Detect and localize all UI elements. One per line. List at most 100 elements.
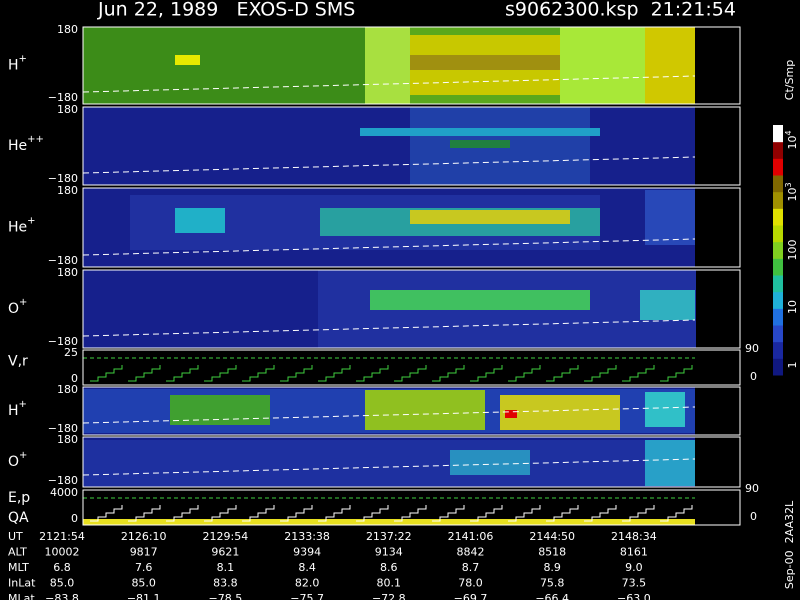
table-cell: 8518: [538, 546, 566, 559]
table-cell: 75.8: [540, 577, 565, 590]
spectrogram-cell: [500, 395, 620, 430]
panel-frame: [82, 349, 741, 386]
dashed-line: [82, 75, 696, 93]
table-cell: 2148:34: [611, 530, 657, 543]
table-cell: −75.7: [290, 592, 324, 600]
y-top-label: 180: [57, 433, 78, 446]
right-top-label: 90: [745, 482, 759, 495]
table-cell: −78.5: [209, 592, 243, 600]
charge: +: [19, 297, 27, 308]
table-cell: 85.0: [131, 577, 156, 590]
base: 10: [786, 136, 799, 150]
panel-frame: [82, 26, 741, 105]
panel-frame: [82, 386, 741, 436]
row-header: InLat: [8, 577, 36, 590]
table-cell: −66.4: [535, 592, 569, 600]
ion: O: [8, 301, 19, 317]
y-top-label: 4000: [50, 486, 78, 499]
colorbar-label: 103: [784, 182, 800, 201]
spectrogram-cell: [450, 140, 510, 148]
spectrogram-cell: [505, 410, 517, 418]
table-cell: 8.4: [298, 561, 316, 574]
ion: He: [8, 138, 27, 154]
table-cell: 9621: [211, 546, 239, 559]
title: Jun 22, 1989 EXOS-D SMS: [97, 0, 355, 21]
dashed-line: [82, 238, 696, 256]
table-cell: 85.0: [50, 577, 75, 590]
dashed-line: [82, 458, 696, 476]
spectrogram-cell: [645, 190, 695, 245]
table-cell: −83.8: [45, 592, 79, 600]
right-bottom-label: 0: [750, 510, 757, 523]
dashed-line: [82, 319, 696, 337]
colorbar-label-group: 10: [786, 300, 799, 314]
spectrogram-cell: [410, 55, 560, 70]
colorbar-label-group: 103: [784, 182, 800, 201]
ion-label: O+: [8, 297, 27, 317]
y-bottom-label: −180: [48, 335, 78, 348]
table-cell: 9394: [293, 546, 321, 559]
colorbar-swatch: [773, 158, 783, 176]
step-trace: [90, 365, 693, 382]
ion-label: He++: [8, 134, 44, 154]
footer-group: Sep-00 2AA32L: [783, 500, 796, 589]
y-bottom-label: −180: [48, 422, 78, 435]
ion: O: [8, 454, 19, 470]
panel-label-2: QA: [8, 510, 29, 526]
right-bottom-label: 0: [750, 370, 757, 383]
panel-frame: [82, 489, 741, 526]
spectrogram-cell: [645, 27, 695, 104]
colorbar-swatch: [773, 275, 783, 293]
colorbar-label: 1: [786, 362, 799, 369]
table-cell: 83.8: [213, 577, 238, 590]
table-cell: 6.8: [53, 561, 71, 574]
panel-bg: [83, 107, 695, 185]
table-cell: 9134: [375, 546, 403, 559]
exponent: 4: [784, 130, 793, 135]
panel-frame: [82, 436, 741, 488]
colorbar-swatch: [773, 341, 783, 359]
charge: +: [19, 54, 27, 65]
spectrogram-cell: [83, 519, 695, 525]
y-top-label: 180: [57, 103, 78, 116]
table-cell: 9.0: [625, 561, 643, 574]
y-bottom-label: −180: [48, 474, 78, 487]
charge: +: [19, 399, 27, 410]
y-top-label: 180: [57, 383, 78, 396]
spectrogram-cell: [175, 55, 200, 65]
y-bottom-label: −180: [48, 91, 78, 104]
spectrogram-cell: [365, 390, 485, 430]
table-cell: 8.7: [462, 561, 480, 574]
row-header: UT: [8, 530, 23, 543]
spectrogram-cell: [83, 27, 368, 104]
colorbar-label-group: 100: [786, 240, 799, 261]
y-bottom-label: −180: [48, 254, 78, 267]
y-bottom-label: 0: [71, 372, 78, 385]
table-cell: 80.1: [377, 577, 402, 590]
table-cell: 2144:50: [529, 530, 575, 543]
file-label: s9062300.ksp 21:21:54: [505, 0, 736, 21]
unit-group: Ct/Smp: [783, 60, 796, 100]
table-cell: −63.0: [617, 592, 651, 600]
base: 10: [786, 188, 799, 202]
spectrogram-cell: [640, 290, 695, 320]
charge: ++: [27, 134, 44, 145]
charge: +: [19, 450, 27, 461]
table-cell: 8.6: [380, 561, 398, 574]
table-cell: 2133:38: [284, 530, 330, 543]
colorbar-label-group: 1: [786, 362, 799, 369]
spectrogram-cell: [360, 128, 600, 136]
colorbar-swatch: [773, 308, 783, 326]
right-top-label: 90: [745, 342, 759, 355]
y-top-label: 25: [64, 346, 78, 359]
colorbar-swatch: [773, 358, 783, 376]
table-cell: −81.1: [127, 592, 161, 600]
colorbar-swatch: [773, 175, 783, 193]
colorbar-swatch: [773, 258, 783, 276]
spectrogram-cell: [175, 208, 225, 233]
table-cell: 7.6: [135, 561, 153, 574]
charge: +: [27, 216, 35, 227]
spectrogram-cell: [410, 210, 570, 224]
